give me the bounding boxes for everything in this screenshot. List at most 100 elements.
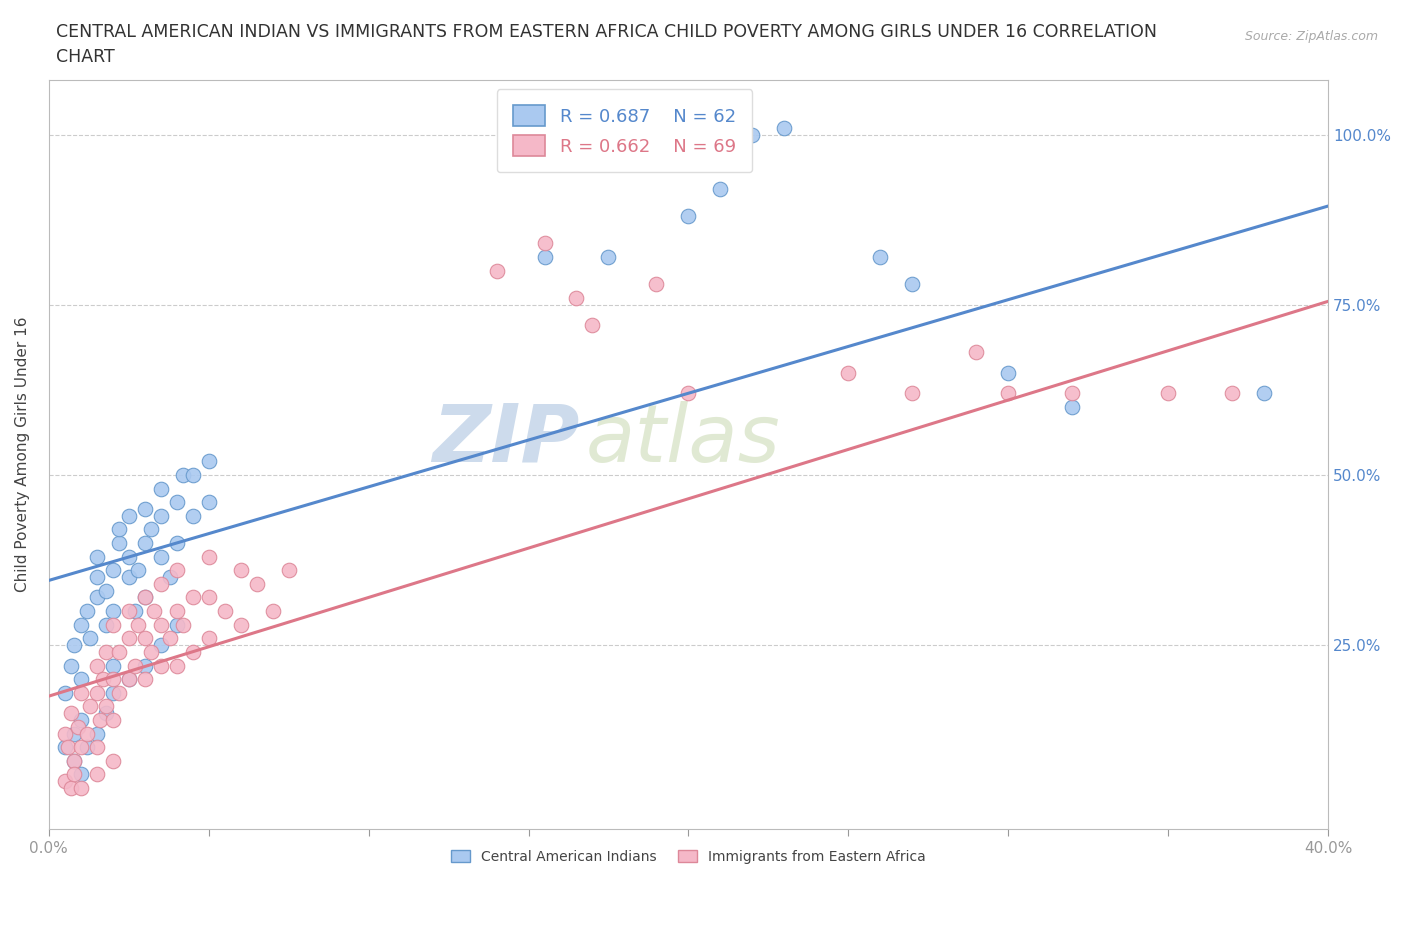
- Point: [127, 563, 149, 578]
- Point: [91, 671, 114, 686]
- Point: [86, 739, 108, 754]
- Point: [101, 753, 124, 768]
- Point: [63, 638, 86, 653]
- Point: [229, 563, 252, 578]
- Point: [69, 618, 91, 632]
- Point: [134, 501, 156, 516]
- Point: [86, 590, 108, 604]
- Point: [101, 563, 124, 578]
- Point: [60, 658, 83, 673]
- Point: [66, 719, 89, 734]
- Point: [108, 522, 131, 537]
- Text: Source: ZipAtlas.com: Source: ZipAtlas.com: [1244, 30, 1378, 43]
- Point: [149, 481, 172, 496]
- Point: [166, 563, 188, 578]
- Point: [53, 774, 76, 789]
- Point: [485, 263, 508, 278]
- Point: [96, 706, 118, 721]
- Point: [124, 658, 146, 673]
- Point: [86, 767, 108, 782]
- Point: [96, 699, 118, 714]
- Point: [96, 583, 118, 598]
- Point: [101, 618, 124, 632]
- Point: [56, 739, 79, 754]
- Point: [134, 590, 156, 604]
- Point: [79, 699, 101, 714]
- Point: [166, 536, 188, 551]
- Point: [79, 631, 101, 645]
- Point: [246, 577, 269, 591]
- Point: [139, 644, 162, 659]
- Point: [965, 345, 987, 360]
- Point: [869, 249, 891, 264]
- Point: [214, 604, 236, 618]
- Point: [197, 495, 219, 510]
- Point: [159, 631, 181, 645]
- Point: [581, 318, 603, 333]
- Legend: Central American Indians, Immigrants from Eastern Africa: Central American Indians, Immigrants fro…: [444, 843, 934, 870]
- Point: [86, 658, 108, 673]
- Point: [89, 712, 111, 727]
- Point: [134, 590, 156, 604]
- Point: [149, 658, 172, 673]
- Point: [149, 550, 172, 565]
- Text: CHART: CHART: [56, 48, 115, 66]
- Point: [172, 468, 194, 483]
- Point: [565, 290, 588, 305]
- Point: [69, 767, 91, 782]
- Point: [86, 550, 108, 565]
- Point: [149, 577, 172, 591]
- Point: [678, 386, 700, 401]
- Point: [76, 739, 98, 754]
- Point: [725, 148, 748, 163]
- Point: [69, 685, 91, 700]
- Point: [69, 739, 91, 754]
- Point: [709, 181, 731, 196]
- Point: [533, 249, 555, 264]
- Point: [149, 618, 172, 632]
- Point: [76, 726, 98, 741]
- Point: [166, 658, 188, 673]
- Point: [69, 712, 91, 727]
- Point: [63, 753, 86, 768]
- Point: [118, 631, 141, 645]
- Point: [108, 644, 131, 659]
- Point: [53, 739, 76, 754]
- Point: [108, 685, 131, 700]
- Point: [197, 590, 219, 604]
- Point: [262, 604, 284, 618]
- Point: [166, 495, 188, 510]
- Point: [53, 685, 76, 700]
- Point: [181, 590, 204, 604]
- Point: [76, 604, 98, 618]
- Point: [86, 726, 108, 741]
- Point: [118, 550, 141, 565]
- Point: [101, 604, 124, 618]
- Point: [197, 550, 219, 565]
- Point: [118, 604, 141, 618]
- Point: [139, 522, 162, 537]
- Point: [172, 618, 194, 632]
- Point: [134, 536, 156, 551]
- Point: [1062, 399, 1084, 414]
- Point: [645, 277, 668, 292]
- Point: [101, 712, 124, 727]
- Point: [134, 658, 156, 673]
- Point: [1253, 386, 1275, 401]
- Point: [1062, 386, 1084, 401]
- Point: [127, 618, 149, 632]
- Point: [773, 120, 796, 135]
- Point: [143, 604, 166, 618]
- Point: [101, 658, 124, 673]
- Point: [63, 726, 86, 741]
- Point: [741, 127, 763, 142]
- Point: [108, 536, 131, 551]
- Point: [837, 365, 859, 380]
- Text: atlas: atlas: [586, 401, 780, 479]
- Point: [69, 671, 91, 686]
- Point: [118, 671, 141, 686]
- Point: [134, 671, 156, 686]
- Point: [901, 277, 924, 292]
- Point: [86, 685, 108, 700]
- Point: [598, 249, 620, 264]
